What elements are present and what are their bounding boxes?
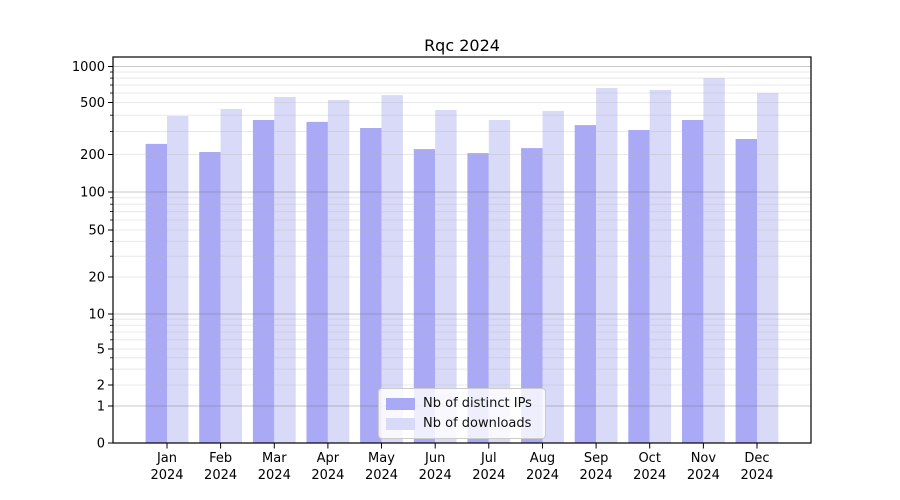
bar-distinct-ips-apr <box>306 121 328 444</box>
y-tick-label-200: 200 <box>80 148 105 163</box>
bar-downloads-dec <box>757 93 779 443</box>
bar-downloads-jun <box>435 110 457 443</box>
x-tick-label-month-nov: Nov <box>691 451 717 466</box>
x-tick-label-month-mar: Mar <box>262 451 287 466</box>
x-tick-label-month-apr: Apr <box>317 451 340 466</box>
y-tick-label-1000: 1000 <box>72 60 105 75</box>
x-tick-label-year-nov: 2024 <box>687 468 720 483</box>
legend-swatch-downloads <box>386 417 415 430</box>
bar-downloads-jan <box>167 116 189 443</box>
x-tick-label-month-sep: Sep <box>584 451 609 466</box>
bar-downloads-may <box>381 95 403 443</box>
y-tick-label-20: 20 <box>88 271 105 286</box>
legend: Nb of distinct IPs Nb of downloads <box>378 388 546 439</box>
bar-downloads-nov <box>703 78 725 443</box>
y-tick-label-0: 0 <box>97 437 105 452</box>
x-tick-label-year-jul: 2024 <box>472 468 505 483</box>
legend-item-distinct-ips: Nb of distinct IPs <box>386 395 536 412</box>
y-tick-label-1: 1 <box>97 400 105 415</box>
bar-downloads-feb <box>220 109 242 443</box>
bar-downloads-sep <box>596 88 618 443</box>
legend-label-downloads: Nb of downloads <box>423 416 532 431</box>
legend-item-downloads: Nb of downloads <box>386 415 536 432</box>
legend-swatch-distinct-ips <box>386 397 415 410</box>
bar-downloads-aug <box>542 110 564 444</box>
bar-distinct-ips-dec <box>735 139 757 443</box>
x-tick-label-year-jan: 2024 <box>150 468 183 483</box>
bar-distinct-ips-jun <box>413 149 436 443</box>
bar-downloads-mar <box>274 97 296 443</box>
y-tick-label-100: 100 <box>80 186 105 201</box>
y-tick-label-10: 10 <box>88 308 105 323</box>
y-tick-label-5: 5 <box>97 343 105 358</box>
bar-distinct-ips-feb <box>199 152 221 443</box>
x-tick-label-year-dec: 2024 <box>740 468 773 483</box>
x-tick-label-month-jan: Jan <box>156 451 177 466</box>
x-tick-label-month-oct: Oct <box>638 451 660 466</box>
bar-distinct-ips-sep <box>574 125 597 443</box>
x-tick-label-year-jun: 2024 <box>419 468 452 483</box>
gridlines-layer <box>113 66 811 407</box>
bar-distinct-ips-oct <box>628 130 650 443</box>
bar-downloads-oct <box>649 90 672 443</box>
x-tick-label-year-feb: 2024 <box>204 468 237 483</box>
bar-downloads-jul <box>488 120 511 443</box>
x-tick-label-month-jun: Jun <box>424 451 445 466</box>
x-tick-label-month-aug: Aug <box>530 451 555 466</box>
y-tick-label-50: 50 <box>88 224 105 239</box>
bar-distinct-ips-aug <box>521 148 543 443</box>
x-tick-label-month-jul: Jul <box>480 451 497 466</box>
bar-distinct-ips-jul <box>467 153 489 443</box>
x-tick-label-year-aug: 2024 <box>526 468 559 483</box>
bar-downloads-apr <box>327 100 350 443</box>
x-tick-label-month-dec: Dec <box>744 451 769 466</box>
x-tick-label-year-may: 2024 <box>365 468 398 483</box>
chart-title: Rqc 2024 <box>424 36 500 55</box>
x-tick-label-year-sep: 2024 <box>580 468 613 483</box>
bar-distinct-ips-mar <box>252 120 275 443</box>
bars-layer <box>145 78 779 444</box>
bar-distinct-ips-nov <box>682 120 704 443</box>
x-tick-label-month-may: May <box>368 451 395 466</box>
legend-label-distinct-ips: Nb of distinct IPs <box>423 396 532 411</box>
y-tick-label-500: 500 <box>80 96 105 111</box>
plot-border <box>112 56 812 444</box>
x-tick-label-month-feb: Feb <box>209 451 232 466</box>
y-axis: 0 1 2 5 10 20 50 100 200 500 1000 <box>72 60 113 452</box>
x-tick-label-year-apr: 2024 <box>311 468 344 483</box>
bar-distinct-ips-jan <box>145 143 167 443</box>
bar-distinct-ips-may <box>360 128 382 443</box>
x-axis: Jan 2024 Feb 2024 Mar 2024 Apr 2024 May 2024 Jun 20… <box>150 443 774 483</box>
x-tick-label-year-oct: 2024 <box>633 468 666 483</box>
y-tick-label-2: 2 <box>97 379 105 394</box>
x-tick-label-year-mar: 2024 <box>258 468 291 483</box>
